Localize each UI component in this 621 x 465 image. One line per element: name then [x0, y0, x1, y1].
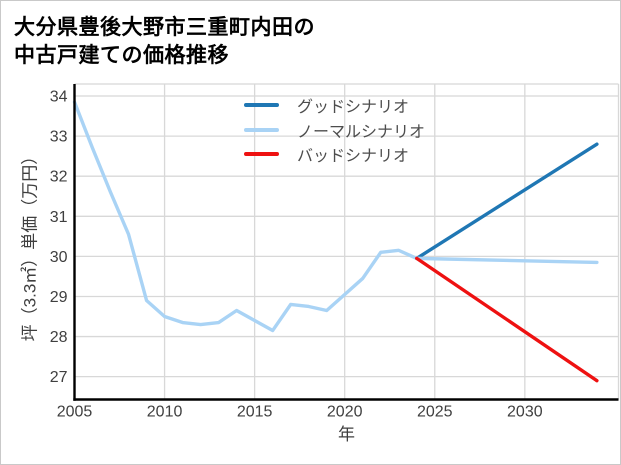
- legend-label-bad-scenario: バッドシナリオ: [297, 148, 410, 166]
- good-scenario-line-swatch: [244, 103, 279, 108]
- legend-label-normal-scenario: ノーマルシナリオ: [297, 123, 426, 141]
- bad-scenario-line-swatch: [244, 152, 279, 157]
- svg-text:31: 31: [50, 209, 68, 226]
- legend-item-bad-scenario: バッドシナリオ: [244, 142, 425, 167]
- chart-title-line2: 中古戸建ての価格推移: [14, 44, 229, 67]
- svg-text:2015: 2015: [237, 404, 273, 421]
- svg-text:30: 30: [50, 249, 68, 266]
- svg-text:27: 27: [50, 369, 68, 386]
- svg-text:34: 34: [50, 89, 68, 106]
- normal-scenario-line-swatch: [244, 127, 279, 132]
- svg-text:2030: 2030: [507, 404, 543, 421]
- y-axis-label: 坪（3.3㎡）単価（万円）: [20, 147, 40, 342]
- x-axis-label: 年: [338, 425, 355, 444]
- svg-text:29: 29: [50, 289, 68, 306]
- svg-text:33: 33: [50, 129, 68, 146]
- svg-text:32: 32: [50, 169, 68, 186]
- chart-title: 大分県豊後大野市三重町内田の 中古戸建ての価格推移: [14, 14, 315, 70]
- svg-text:2010: 2010: [147, 404, 183, 421]
- svg-text:2005: 2005: [57, 404, 93, 421]
- chart-title-line1: 大分県豊後大野市三重町内田の: [14, 16, 315, 39]
- legend: グッドシナリオ ノーマルシナリオ バッドシナリオ: [244, 93, 425, 167]
- svg-text:28: 28: [50, 329, 68, 346]
- svg-text:2025: 2025: [417, 404, 453, 421]
- legend-item-good-scenario: グッドシナリオ: [244, 93, 425, 118]
- legend-item-normal-scenario: ノーマルシナリオ: [244, 118, 425, 143]
- legend-label-good-scenario: グッドシナリオ: [297, 99, 410, 117]
- svg-text:2020: 2020: [327, 404, 363, 421]
